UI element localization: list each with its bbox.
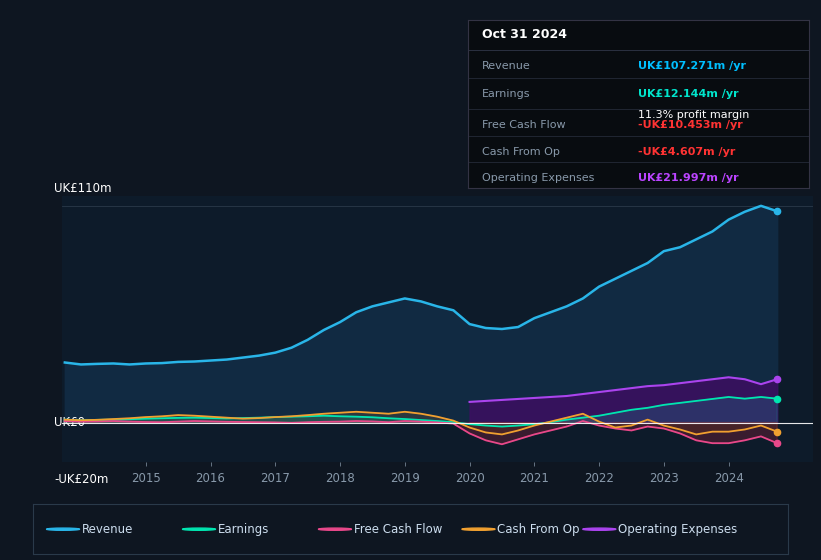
Text: UK£0: UK£0 <box>54 416 85 429</box>
Circle shape <box>182 528 216 530</box>
Text: Cash From Op: Cash From Op <box>482 147 559 157</box>
Circle shape <box>462 528 495 530</box>
Text: Cash From Op: Cash From Op <box>498 522 580 536</box>
Text: Free Cash Flow: Free Cash Flow <box>354 522 443 536</box>
Text: UK£110m: UK£110m <box>54 182 112 195</box>
Circle shape <box>319 528 351 530</box>
Text: -UK£10.453m /yr: -UK£10.453m /yr <box>639 120 743 130</box>
Text: Oct 31 2024: Oct 31 2024 <box>482 28 566 41</box>
Text: Free Cash Flow: Free Cash Flow <box>482 120 565 130</box>
Text: -UK£4.607m /yr: -UK£4.607m /yr <box>639 147 736 157</box>
Text: -UK£20m: -UK£20m <box>54 473 108 486</box>
Text: Operating Expenses: Operating Expenses <box>618 522 737 536</box>
Text: UK£12.144m /yr: UK£12.144m /yr <box>639 90 739 99</box>
Text: Earnings: Earnings <box>482 90 530 99</box>
Circle shape <box>583 528 616 530</box>
Circle shape <box>47 528 80 530</box>
Text: Revenue: Revenue <box>482 61 530 71</box>
Text: Earnings: Earnings <box>218 522 269 536</box>
Text: UK£107.271m /yr: UK£107.271m /yr <box>639 61 746 71</box>
Text: 11.3% profit margin: 11.3% profit margin <box>639 110 750 119</box>
Text: UK£21.997m /yr: UK£21.997m /yr <box>639 174 739 183</box>
Text: Operating Expenses: Operating Expenses <box>482 174 594 183</box>
Text: Revenue: Revenue <box>82 522 133 536</box>
